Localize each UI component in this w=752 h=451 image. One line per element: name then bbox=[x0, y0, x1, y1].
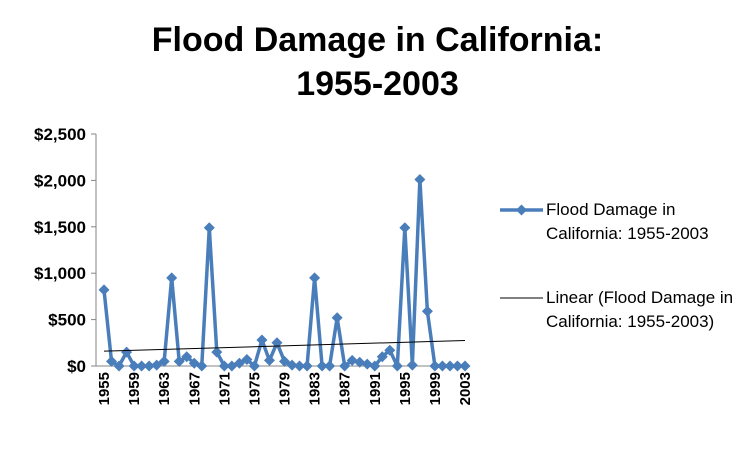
x-tick-label: 1967 bbox=[186, 372, 203, 405]
x-tick-label: 1983 bbox=[307, 372, 324, 405]
marker bbox=[399, 222, 411, 234]
marker bbox=[421, 305, 433, 317]
marker bbox=[339, 360, 351, 372]
marker bbox=[196, 360, 208, 372]
marker bbox=[181, 351, 193, 363]
marker bbox=[166, 272, 178, 284]
y-tick-label: $1,500 bbox=[34, 218, 86, 237]
marker bbox=[346, 354, 358, 366]
marker bbox=[286, 359, 298, 371]
marker bbox=[98, 284, 110, 296]
marker bbox=[301, 360, 313, 372]
series-line bbox=[102, 177, 465, 368]
marker bbox=[294, 360, 306, 372]
marker bbox=[106, 355, 118, 367]
marker bbox=[361, 358, 373, 370]
y-tick-label: $2,500 bbox=[34, 125, 86, 144]
legend-label: Linear (Flood Damage in California: 1955… bbox=[546, 288, 734, 331]
marker bbox=[256, 334, 268, 346]
x-tick-label: 1959 bbox=[126, 372, 143, 405]
x-tick-label: 1975 bbox=[246, 372, 263, 405]
legend-marker bbox=[516, 204, 527, 216]
marker bbox=[331, 312, 343, 324]
marker bbox=[309, 272, 321, 284]
marker bbox=[444, 360, 456, 372]
chart-title: Flood Damage in California: 1955-2003 bbox=[151, 21, 604, 103]
marker bbox=[173, 355, 185, 367]
legend-label: Flood Damage in California: 1955-2003 bbox=[546, 200, 709, 243]
x-tick-label: 1999 bbox=[427, 372, 444, 405]
marker bbox=[384, 344, 396, 356]
marker bbox=[203, 222, 215, 234]
x-tick-label: 1979 bbox=[277, 372, 294, 405]
marker bbox=[376, 351, 388, 363]
y-tick-label: $500 bbox=[48, 311, 86, 330]
marker bbox=[324, 360, 336, 372]
marker bbox=[143, 360, 155, 372]
marker bbox=[279, 355, 290, 367]
marker bbox=[451, 360, 463, 372]
trendline bbox=[103, 339, 466, 352]
y-tick-label: $1,000 bbox=[34, 264, 86, 283]
x-tick-label: 1995 bbox=[397, 372, 414, 405]
marker bbox=[233, 357, 245, 369]
marker bbox=[113, 360, 125, 372]
marker bbox=[459, 360, 471, 372]
y-tick-label: $2,000 bbox=[34, 171, 86, 190]
marker bbox=[369, 360, 381, 372]
marker bbox=[211, 346, 223, 358]
marker bbox=[136, 360, 148, 372]
marker bbox=[429, 360, 441, 372]
x-tick-label: 1971 bbox=[216, 372, 233, 405]
marker bbox=[248, 360, 260, 372]
marker bbox=[151, 359, 163, 371]
x-tick-label: 1991 bbox=[367, 372, 384, 405]
marker bbox=[241, 354, 253, 366]
marker bbox=[121, 346, 133, 358]
marker bbox=[406, 359, 418, 371]
marker bbox=[218, 360, 230, 372]
marker bbox=[354, 356, 366, 368]
marker bbox=[316, 360, 328, 372]
marker bbox=[128, 360, 140, 372]
marker bbox=[158, 355, 170, 367]
marker bbox=[414, 173, 426, 185]
x-tick-label: 2003 bbox=[457, 372, 474, 405]
marker bbox=[263, 354, 275, 366]
x-tick-label: 1963 bbox=[156, 372, 173, 405]
y-tick-label: $0 bbox=[67, 357, 86, 376]
x-tick-label: 1987 bbox=[337, 372, 354, 405]
marker bbox=[391, 360, 403, 372]
marker bbox=[436, 360, 448, 372]
x-tick-label: 1955 bbox=[96, 372, 113, 405]
